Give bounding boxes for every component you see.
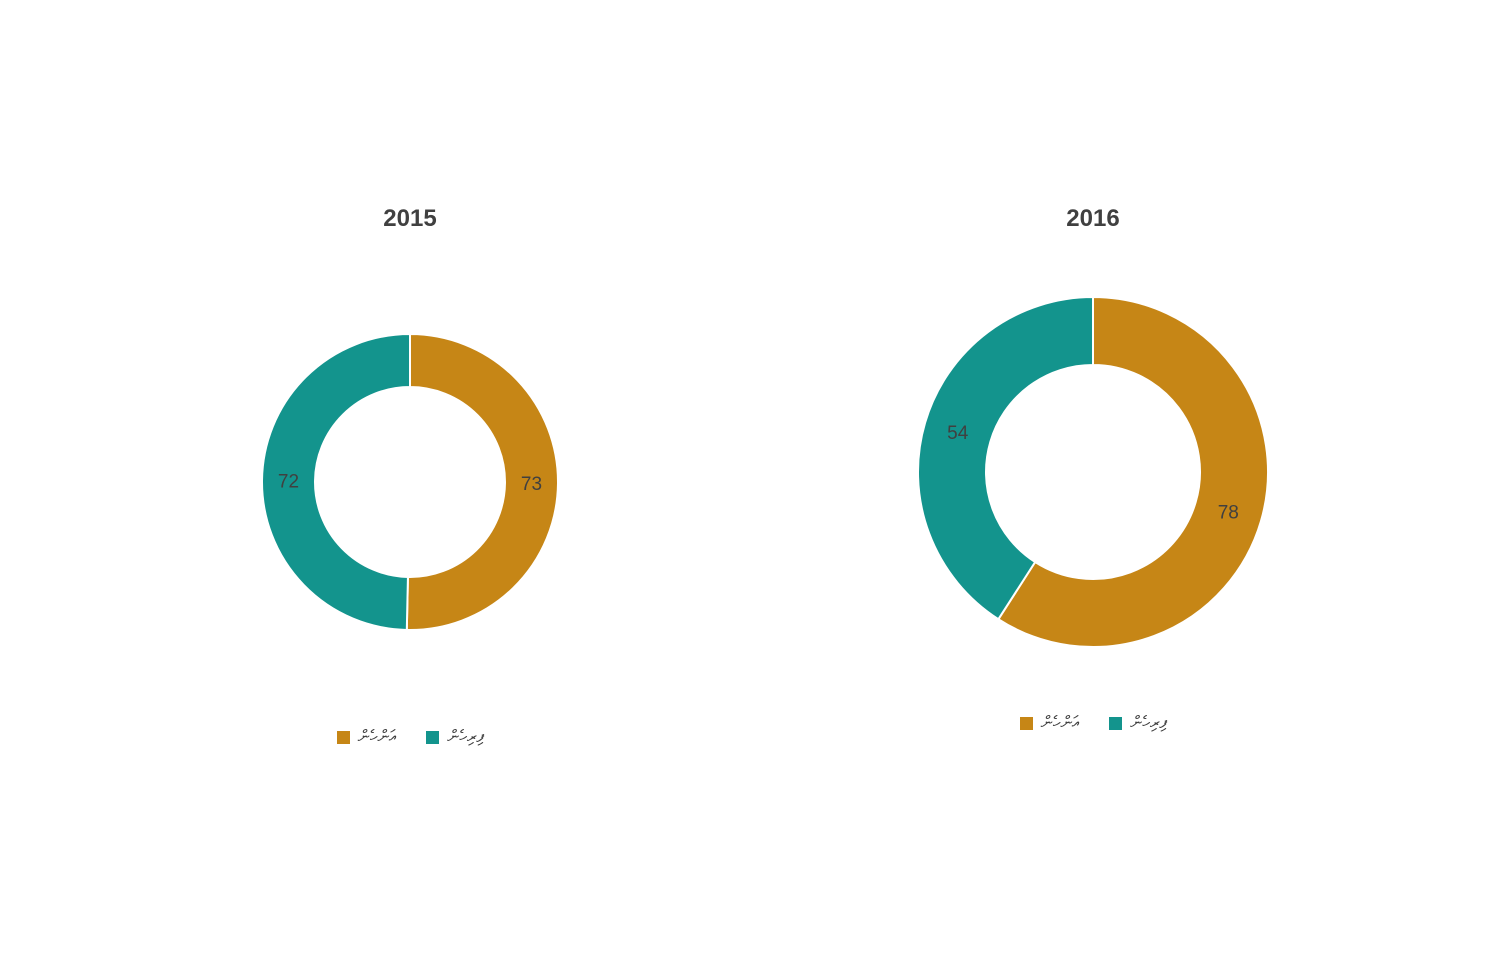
legend-swatch-firihen: [1109, 716, 1123, 730]
donut-plot-2015[interactable]: 73 72: [260, 332, 560, 632]
legend-label-firihen: ފިރިހެން: [447, 727, 484, 746]
donut-segment-1[interactable]: [917, 296, 1094, 621]
legend-swatch-anhen: [336, 730, 350, 744]
donut-segment-0[interactable]: [405, 332, 559, 631]
data-label-segment-1: 72: [278, 471, 299, 492]
donut-chart-2015: 2015 73 72 އަންހެން ފިރިހެން: [210, 205, 610, 747]
donut-chart-2016: 2016 78 54 އަންހެން ފިރިހެން: [893, 205, 1293, 733]
legend-label-firihen: ފިރިހެން: [1130, 713, 1167, 732]
data-label-segment-0: 78: [1218, 502, 1239, 523]
legend-2016: އަންހެން ފިރިހެން: [893, 713, 1293, 733]
donut-segment-0[interactable]: [997, 296, 1269, 648]
chart-title-2016: 2016: [1066, 205, 1120, 232]
data-label-segment-0: 73: [521, 474, 542, 495]
data-label-segment-1: 54: [947, 423, 969, 444]
legend-item-anhen-2016[interactable]: އަންހެން: [1019, 713, 1080, 733]
donut-segment-1[interactable]: [261, 332, 411, 631]
legend-item-firihen-2015[interactable]: ފިރިހެން: [426, 727, 483, 747]
legend-swatch-firihen: [426, 730, 440, 744]
donut-plot-2016[interactable]: 78 54: [917, 296, 1269, 648]
legend-label-anhen: އަންހެން: [1040, 713, 1080, 732]
legend-swatch-anhen: [1019, 716, 1033, 730]
legend-item-firihen-2016[interactable]: ފިރިހެން: [1109, 713, 1166, 733]
legend-item-anhen-2015[interactable]: އަންހެން: [336, 727, 397, 747]
legend-2015: އަންހެން ފިރިހެން: [210, 727, 610, 747]
chart-title-2015: 2015: [383, 205, 437, 232]
legend-label-anhen: އަންހެން: [357, 727, 397, 746]
